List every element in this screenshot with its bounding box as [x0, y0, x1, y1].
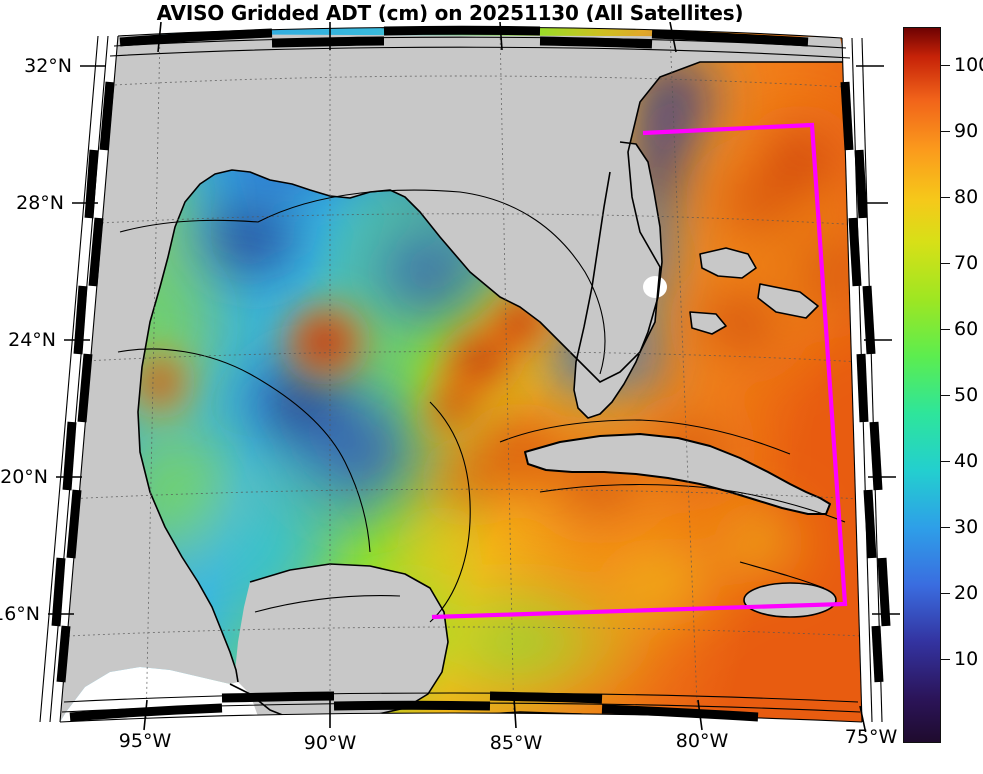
colorbar-label-40: 40 — [954, 450, 979, 472]
landmasses — [60, 34, 845, 723]
gridline-lon-85 — [499, 27, 515, 723]
colorbar-tick-90 — [941, 131, 950, 132]
gridline-lon-95 — [145, 31, 161, 723]
land-bahamas — [700, 248, 756, 278]
colorbar-tick-20 — [941, 593, 950, 594]
lon-label-80: 80°W — [675, 730, 729, 752]
colorbar-label-60: 60 — [954, 318, 979, 340]
lat-label-24: 24°N — [8, 329, 56, 351]
coastline-bahamas — [699, 247, 757, 279]
colorbar-tick-70 — [941, 263, 950, 264]
coastline-bahamas-3 — [689, 311, 727, 335]
colorbar-label-30: 30 — [954, 516, 979, 538]
graticule — [60, 27, 862, 723]
adt-colorbar[interactable] — [903, 27, 941, 743]
gridline-lat-16 — [67, 626, 862, 637]
map-svg — [0, 22, 900, 732]
lon-label-75: 75°W — [844, 726, 898, 748]
map-panel[interactable] — [0, 22, 900, 732]
coastline-cuba — [524, 433, 831, 515]
colorbar-tick-10 — [941, 659, 950, 660]
study-region-box[interactable] — [431, 122, 848, 620]
coastline-florida — [573, 141, 663, 419]
lat-label-16: 16°N — [0, 603, 40, 625]
lon-label-85: 85°W — [489, 732, 543, 754]
land-north-america — [60, 34, 845, 722]
lon-label-95: 95°W — [118, 730, 172, 752]
land-yucatan — [234, 564, 448, 722]
map-frame — [39, 22, 900, 732]
axis-ticks — [48, 22, 900, 732]
colorbar-label-80: 80 — [954, 186, 979, 208]
colorbar-label-10: 10 — [954, 648, 979, 670]
colorbar-tick-40 — [941, 461, 950, 462]
colorbar-label-100: 100 — [954, 54, 983, 76]
lat-label-32: 32°N — [24, 55, 72, 77]
colorbar-tick-100 — [941, 65, 950, 66]
gridline-lat-32 — [60, 75, 862, 89]
gridline-lat-28 — [61, 213, 862, 226]
colorbar-label-20: 20 — [954, 582, 979, 604]
lake-okeechobee — [643, 276, 667, 298]
land-florida — [574, 142, 662, 418]
page-title: AVISO Gridded ADT (cm) on 20251130 (All … — [156, 1, 744, 25]
colorbar-tick-60 — [941, 329, 950, 330]
land-bahamas-3 — [690, 312, 726, 334]
land-cuba — [525, 434, 830, 514]
colorbar-label-50: 50 — [954, 384, 979, 406]
colorbar-gradient — [904, 28, 940, 742]
coastline-bahamas-2 — [757, 283, 819, 319]
bathymetry-contour — [117, 189, 846, 623]
colorbar-label-90: 90 — [954, 120, 979, 142]
colorbar-tick-30 — [941, 527, 950, 528]
coastline-jamaica — [743, 582, 837, 618]
gridline-lat-24 — [63, 351, 862, 363]
colorbar-tick-80 — [941, 197, 950, 198]
lon-label-90: 90°W — [303, 732, 357, 754]
lat-label-20: 20°N — [0, 466, 48, 488]
colorbar-tick-50 — [941, 395, 950, 396]
colorbar-label-70: 70 — [954, 252, 979, 274]
lat-label-28: 28°N — [16, 192, 64, 214]
gridline-lon-80 — [669, 30, 699, 723]
